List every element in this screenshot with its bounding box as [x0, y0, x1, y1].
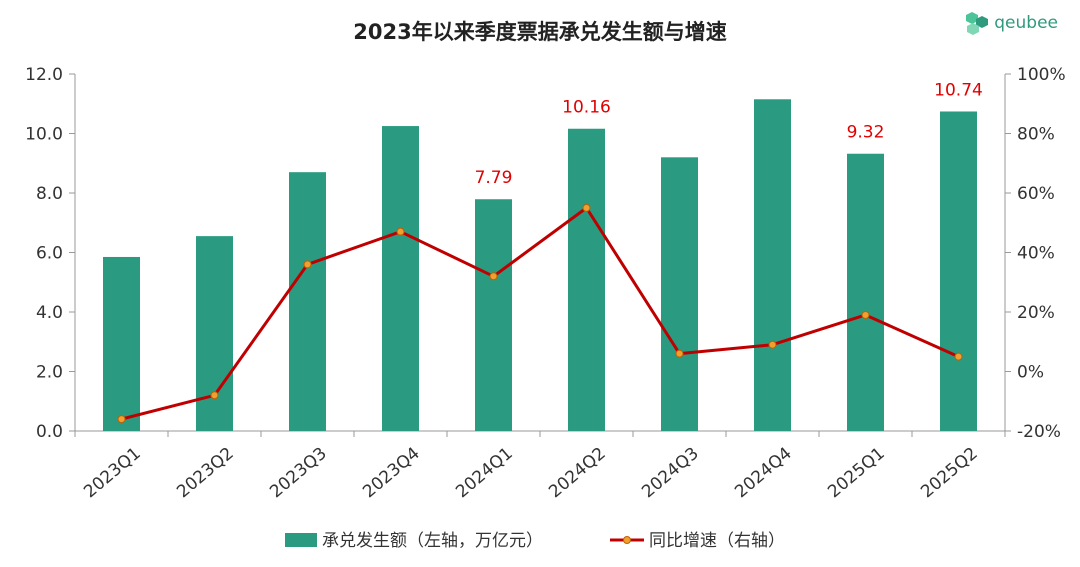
x-tick-label: 2024Q4: [731, 444, 796, 503]
bar: [382, 126, 419, 431]
growth-point: [582, 203, 591, 212]
bar: [103, 256, 140, 431]
y-right-tick-label: 60%: [1017, 184, 1055, 204]
bar: [754, 99, 791, 431]
growth-point: [675, 349, 684, 358]
growth-point: [210, 391, 219, 400]
bar-data-label: 7.79: [475, 168, 513, 188]
x-tick-label: 2023Q3: [266, 444, 331, 503]
growth-point: [303, 260, 312, 269]
x-tick-label: 2023Q2: [173, 444, 238, 503]
x-tick-label: 2024Q3: [638, 444, 703, 503]
growth-point: [396, 227, 405, 236]
y-right-tick-label: 80%: [1017, 125, 1055, 145]
growth-point: [861, 310, 870, 319]
growth-point: [489, 272, 498, 281]
growth-point: [954, 352, 963, 361]
growth-point: [117, 415, 126, 424]
bar: [196, 236, 233, 431]
bar: [289, 172, 326, 432]
brand-name: qeubee: [994, 13, 1058, 33]
y-left-tick-label: 8.0: [36, 184, 63, 204]
y-right-tick-label: 40%: [1017, 244, 1055, 264]
bar: [847, 153, 884, 432]
bar-data-label: 10.16: [562, 98, 611, 118]
bar: [661, 157, 698, 432]
y-right-tick-label: 20%: [1017, 303, 1055, 323]
bar-data-label: 10.74: [934, 80, 983, 100]
x-tick-label: 2025Q2: [917, 444, 982, 503]
bar: [568, 128, 605, 432]
bar-data-label: 9.32: [847, 123, 885, 143]
y-left-tick-label: 10.0: [25, 125, 63, 145]
y-left-tick-label: 4.0: [36, 303, 63, 323]
bar: [940, 111, 977, 432]
y-right-tick-label: -20%: [1017, 422, 1061, 442]
x-tick-label: 2023Q1: [80, 444, 145, 503]
growth-line: [121, 206, 960, 421]
y-right-tick-label: 0%: [1017, 363, 1044, 383]
chart-title: 2023年以来季度票据承兑发生额与增速: [353, 20, 727, 44]
x-tick-label: 2024Q1: [452, 444, 517, 503]
legend-line-label: 同比增速（右轴）: [649, 531, 785, 551]
y-left-tick-label: 0.0: [36, 422, 63, 442]
x-tick-label: 2025Q1: [824, 444, 889, 503]
brand-icon: [966, 12, 989, 35]
legend-line-marker: [623, 536, 631, 544]
y-left-tick-label: 2.0: [36, 363, 63, 383]
y-left-tick-label: 12.0: [25, 65, 63, 85]
bar: [475, 199, 512, 431]
growth-point: [768, 340, 777, 349]
brand-logo: qeubee: [964, 10, 1058, 36]
y-right-tick-label: 100%: [1017, 65, 1066, 85]
legend-bar-swatch: [285, 533, 317, 547]
x-tick-label: 2023Q4: [359, 444, 424, 503]
y-left-tick-label: 6.0: [36, 244, 63, 264]
x-tick-label: 2024Q2: [545, 444, 610, 503]
legend-bar-label: 承兑发生额（左轴，万亿元）: [322, 531, 543, 551]
